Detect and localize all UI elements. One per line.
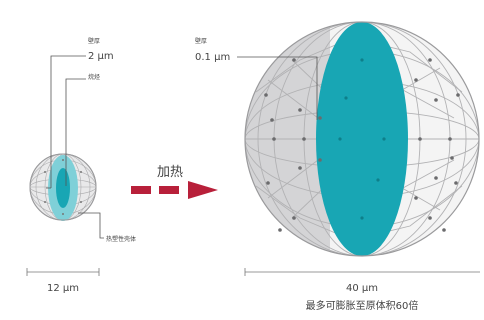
small-scale-bar <box>26 268 100 276</box>
small-diameter-label: 12 μm <box>47 283 79 294</box>
large-wall-label: 壁厚 <box>195 37 207 45</box>
large-leader-line <box>237 56 318 120</box>
small-core-section <box>56 168 70 208</box>
large-shell-section <box>316 22 408 256</box>
small-wall-value: 2 μm <box>88 51 114 62</box>
expansion-caption: 最多可膨胀至原体积60倍 <box>306 299 419 312</box>
large-grid-nodes <box>264 58 460 232</box>
large-scale-bar <box>244 268 480 276</box>
large-diameter-label: 40 μm <box>346 283 378 294</box>
heating-arrow <box>131 181 218 199</box>
large-microsphere <box>244 21 480 257</box>
small-shell-label: 热塑性壳体 <box>106 235 136 243</box>
heating-label: 加热 <box>157 165 183 180</box>
small-core-label: 烷烃 <box>88 73 100 81</box>
small-leader-lines <box>46 55 104 239</box>
small-microsphere <box>29 153 97 221</box>
large-wall-value: 0.1 μm <box>195 52 230 63</box>
small-wall-label: 壁厚 <box>88 37 100 45</box>
